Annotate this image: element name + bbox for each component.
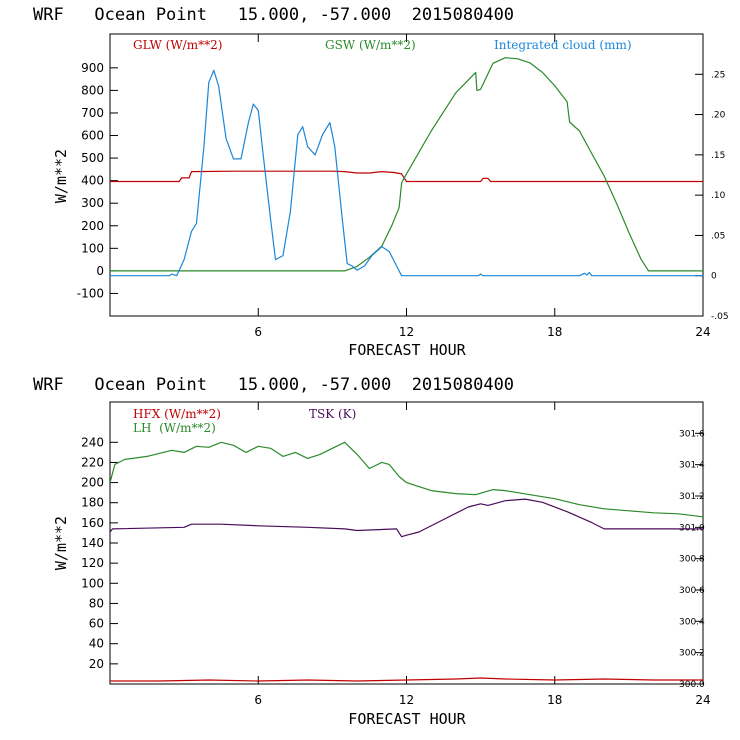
top-series-group — [110, 57, 703, 277]
top-y-tick-label-5: 400 — [81, 174, 104, 188]
bottom-legend-tsk: TSK (K) — [309, 407, 356, 421]
bottom-y-tick-label-1: 40 — [89, 637, 104, 651]
bottom-y-tick-label-5: 120 — [81, 556, 104, 570]
top-y-tick-label-0: -100 — [77, 286, 104, 300]
bottom-x-tick-label-3: 24 — [695, 693, 710, 707]
top-y-tick-label-6: 500 — [81, 151, 104, 165]
bottom-series-line-hfx — [110, 677, 703, 682]
bottom-y-tick-label-9: 200 — [81, 476, 104, 490]
top-y-tick-label-2: 100 — [81, 241, 104, 255]
top-y2-tick-label-4: .15 — [711, 151, 725, 161]
top-y-tick-label-4: 300 — [81, 196, 104, 210]
bottom-y2-tick-label-7: 301.4 — [679, 461, 705, 471]
bottom-y-tick-label-11: 240 — [81, 435, 104, 449]
bottom-y2-tick-label-2: 300.4 — [679, 617, 705, 627]
bottom-x-ticks: 6 12 18 24 — [254, 402, 711, 707]
top-xlabel: FORECAST HOUR — [348, 341, 466, 359]
top-x-tick-label-3: 24 — [695, 325, 710, 339]
bottom-series-group — [110, 441, 703, 682]
top-series-line-integrated — [110, 69, 703, 277]
bottom-y-tick-label-4: 100 — [81, 576, 104, 590]
top-legend-gsw: GSW (W/m**2) — [325, 38, 416, 52]
top-y2-tick-label-5: .20 — [711, 111, 726, 121]
top-title: WRF Ocean Point 15.000, -57.000 20150804… — [33, 5, 514, 25]
bottom-x-tick-label-0: 6 — [254, 693, 262, 707]
bottom-y-tick-label-6: 140 — [81, 536, 104, 550]
top-series-line-gsw — [110, 57, 703, 272]
bottom-ylabel: W/m**2 — [52, 516, 70, 570]
bottom-y-tick-label-0: 20 — [89, 657, 104, 671]
top-y2-tick-label-0: -.05 — [711, 312, 729, 322]
bottom-xlabel: FORECAST HOUR — [348, 710, 466, 728]
bottom-frame — [109, 401, 704, 685]
bottom-y2-tick-label-3: 300.6 — [679, 586, 705, 596]
top-y-ticks: -100 0 100 200 300 400 500 600 700 800 900 — [77, 61, 118, 300]
top-series-line-glw — [110, 170, 703, 183]
top-y-tick-label-3: 200 — [81, 219, 104, 233]
bottom-legend-hfx: HFX (W/m**2) — [133, 407, 221, 421]
top-x-tick-label-1: 12 — [399, 325, 414, 339]
panel-bottom: WRF Ocean Point 15.000, -57.000 20150804… — [33, 375, 711, 728]
top-y2-tick-label-2: .05 — [711, 231, 725, 241]
top-x-ticks: 6 12 18 24 — [254, 34, 711, 339]
bottom-legend-lh: LH (W/m**2) — [133, 421, 216, 435]
bottom-x-tick-label-2: 18 — [547, 693, 562, 707]
bottom-y2-ticks: 300.0300.2300.4300.6300.8301.0301.2301.4… — [679, 429, 705, 690]
top-y-tick-label-10: 900 — [81, 61, 104, 75]
bottom-y-tick-label-10: 220 — [81, 455, 104, 469]
bottom-series-line-lh — [110, 441, 703, 518]
bottom-y-ticks: 20 40 60 80 100 120 140 160 180 200 220 240 — [81, 435, 118, 671]
bottom-y2-tick-label-6: 301.2 — [679, 492, 705, 502]
bottom-x-tick-label-1: 12 — [399, 693, 414, 707]
bottom-plot-area: 6 12 18 24 20 40 60 80 100 120 140 160 180 200 220 240 3… — [81, 401, 711, 707]
panel-top: WRF Ocean Point 15.000, -57.000 20150804… — [33, 5, 729, 359]
top-legend-glw: GLW (W/m**2) — [133, 38, 222, 52]
bottom-y-tick-label-3: 80 — [89, 596, 104, 610]
bottom-y2-tick-label-0: 300.0 — [679, 680, 705, 690]
top-x-tick-label-2: 18 — [547, 325, 562, 339]
bottom-y2-tick-label-1: 300.2 — [679, 649, 705, 659]
top-y-tick-label-8: 700 — [81, 106, 104, 120]
top-plot-area: 6 12 18 24-1000100200300400500600700800900-… — [77, 33, 729, 339]
bottom-y2-tick-label-8: 301.6 — [679, 429, 705, 439]
bottom-y-tick-label-2: 60 — [89, 617, 104, 631]
top-x-tick-label-0: 6 — [254, 325, 262, 339]
bottom-title: WRF Ocean Point 15.000, -57.000 20150804… — [33, 375, 514, 395]
top-y-tick-label-7: 600 — [81, 129, 104, 143]
top-y2-tick-label-6: .25 — [711, 70, 725, 80]
bottom-series-line-tsk — [110, 498, 703, 538]
bottom-y2-tick-label-4: 300.8 — [679, 555, 705, 565]
top-y-tick-label-9: 800 — [81, 83, 104, 97]
top-y-tick-label-1: 0 — [96, 264, 104, 278]
top-legend-cloud: Integrated cloud (mm) — [494, 38, 632, 52]
top-y2-ticks: -.05 0 .05 .10 .15 .20 .25 — [695, 70, 729, 322]
top-y2-tick-label-3: .10 — [711, 191, 726, 201]
top-y2-tick-label-1: 0 — [711, 272, 717, 282]
top-ylabel: W/m**2 — [52, 149, 70, 203]
bottom-y-tick-label-7: 160 — [81, 516, 104, 530]
bottom-y-tick-label-8: 180 — [81, 496, 104, 510]
